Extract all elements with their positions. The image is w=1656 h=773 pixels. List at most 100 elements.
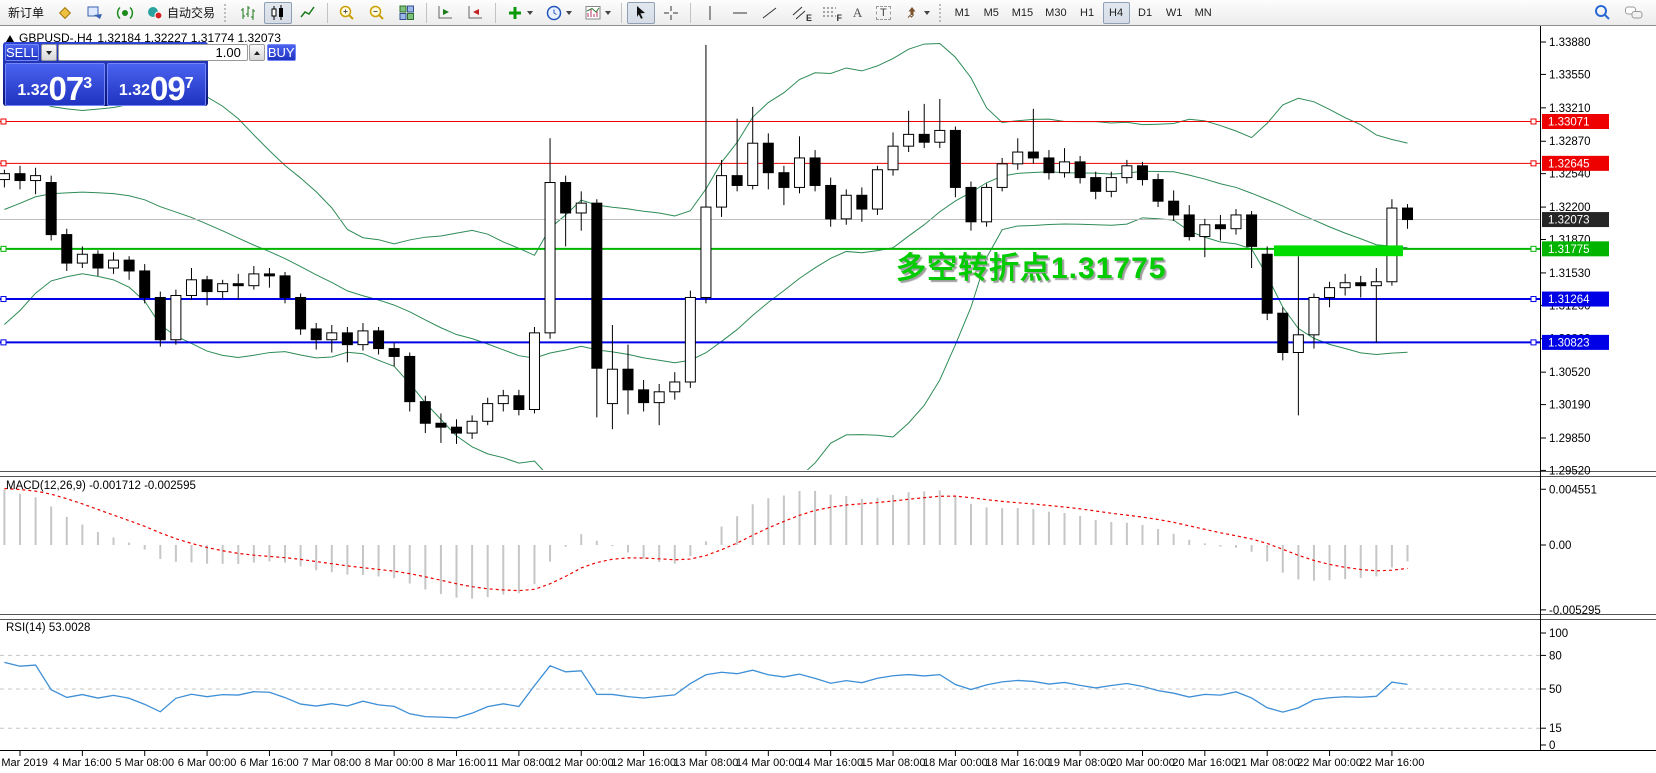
svg-text:13 Mar 08:00: 13 Mar 08:00 xyxy=(674,757,739,769)
collapse-arrow-icon[interactable] xyxy=(6,34,14,42)
price-tag: 1.33071 xyxy=(1542,113,1609,129)
tile-windows-button[interactable] xyxy=(393,2,421,24)
auto-scroll-button[interactable] xyxy=(432,2,460,24)
line-anchor[interactable] xyxy=(1530,118,1537,125)
chat-button[interactable] xyxy=(1619,2,1649,24)
svg-text:1.30823: 1.30823 xyxy=(1548,337,1590,349)
search-icon xyxy=(1593,3,1612,22)
bar-chart-button[interactable] xyxy=(234,2,262,24)
new-order-button[interactable]: 新订单 xyxy=(3,2,49,24)
zoom-in-button[interactable] xyxy=(333,2,361,24)
timeframe-button-h1[interactable]: H1 xyxy=(1080,6,1095,19)
line-anchor[interactable] xyxy=(1530,296,1537,303)
green-zone-rectangle[interactable] xyxy=(1274,245,1403,257)
sell-price-button[interactable]: 1.32 07 3 xyxy=(5,63,105,106)
svg-text:1.32870: 1.32870 xyxy=(1549,136,1591,148)
timeframe-button-m30[interactable]: M30 xyxy=(1045,6,1067,19)
svg-text:6 Mar 00:00: 6 Mar 00:00 xyxy=(178,757,237,769)
new-chart-button[interactable] xyxy=(51,2,79,24)
templates-button[interactable] xyxy=(579,2,616,24)
svg-text:1.33550: 1.33550 xyxy=(1549,69,1591,81)
price-tag: 1.30823 xyxy=(1542,334,1609,350)
search-button[interactable] xyxy=(1588,2,1617,24)
toolbar-separator xyxy=(426,2,428,23)
svg-text:50: 50 xyxy=(1549,684,1562,696)
sell-label: SELL xyxy=(6,45,38,60)
line-anchor[interactable] xyxy=(0,118,7,125)
volume-decrease-button[interactable] xyxy=(40,44,57,61)
indicators-button[interactable] xyxy=(501,2,538,24)
svg-text:4 Mar 16:00: 4 Mar 16:00 xyxy=(53,757,112,769)
text-label-button[interactable]: T xyxy=(871,2,896,24)
timeframe-button-h4[interactable]: H4 xyxy=(1102,1,1130,24)
auto-trading-button[interactable]: 自动交易 xyxy=(141,2,220,24)
toolbar-separator xyxy=(327,2,329,23)
chart-shift-button[interactable] xyxy=(462,2,490,24)
chart-symbol-period: GBPUSD-,H4 xyxy=(19,31,93,45)
svg-text:1.33071: 1.33071 xyxy=(1548,116,1590,128)
new-chart-icon xyxy=(56,4,74,22)
svg-text:6 Mar 16:00: 6 Mar 16:00 xyxy=(240,757,299,769)
candlestick-chart-button[interactable] xyxy=(264,1,293,24)
text-tool-letter: A xyxy=(852,4,863,20)
svg-text:4 Mar 2019: 4 Mar 2019 xyxy=(0,757,48,769)
channel-button[interactable]: E xyxy=(786,2,814,24)
sell-button[interactable]: SELL xyxy=(5,44,39,61)
cursor-button[interactable] xyxy=(627,1,656,24)
buy-label: BUY xyxy=(267,45,295,60)
crosshair-button[interactable] xyxy=(657,2,685,24)
svg-text:19 Mar 08:00: 19 Mar 08:00 xyxy=(1048,757,1113,769)
svg-text:12 Mar 00:00: 12 Mar 00:00 xyxy=(549,757,614,769)
line-anchor[interactable] xyxy=(1530,160,1537,167)
cursor-icon xyxy=(632,4,650,22)
profiles-button[interactable] xyxy=(81,2,109,24)
trendline-button[interactable] xyxy=(756,2,784,24)
timeframe-button-mn[interactable]: MN xyxy=(1194,6,1212,19)
buy-button[interactable]: BUY xyxy=(266,44,296,61)
line-anchor[interactable] xyxy=(1530,339,1537,346)
line-anchor[interactable] xyxy=(0,339,7,346)
timeframe-button-w1[interactable]: W1 xyxy=(1165,6,1183,19)
zoom-out-button[interactable] xyxy=(363,2,391,24)
svg-text:1.30520: 1.30520 xyxy=(1549,367,1591,379)
chevron-down-icon xyxy=(527,10,534,15)
fibonacci-button[interactable]: F xyxy=(816,2,844,24)
signal-icon xyxy=(116,4,134,22)
svg-text:22 Mar 16:00: 22 Mar 16:00 xyxy=(1360,757,1425,769)
chevron-down-icon xyxy=(566,10,573,15)
arrows-button[interactable] xyxy=(898,2,935,24)
buy-price-button[interactable]: 1.32 09 7 xyxy=(106,63,206,107)
timeframe-button-m15[interactable]: M15 xyxy=(1011,6,1034,19)
line-chart-button[interactable] xyxy=(294,2,322,24)
line-anchor[interactable] xyxy=(0,296,7,303)
timeframe-button-m1[interactable]: M1 xyxy=(954,6,970,19)
horizontal-line-icon xyxy=(731,4,749,22)
timeframe-button-m5[interactable]: M5 xyxy=(983,6,999,19)
trendline-icon xyxy=(761,4,779,22)
triangle-up-icon xyxy=(253,50,260,55)
vertical-line-button[interactable] xyxy=(696,2,724,24)
market-watch-button[interactable] xyxy=(111,2,139,24)
toolbar: 新订单 自动交易 xyxy=(0,0,1656,26)
line-anchor[interactable] xyxy=(0,245,7,252)
line-anchor[interactable] xyxy=(1530,245,1537,252)
one-click-trading-panel: SELL BUY 1.32 07 3 1.32 09 7 xyxy=(3,42,296,107)
timeframes-group: M1 M5 M15 M30 H1 H4 D1 W1 MN xyxy=(948,1,1218,24)
horizontal-line-button[interactable] xyxy=(726,2,754,24)
sell-price-big: 07 xyxy=(48,70,85,107)
volume-input[interactable] xyxy=(57,44,248,61)
periods-button[interactable] xyxy=(540,2,577,24)
timeframe-button-d1[interactable]: D1 xyxy=(1138,6,1153,19)
rsi-pane xyxy=(4,661,1408,719)
channel-letter: E xyxy=(806,12,813,23)
text-button[interactable]: A xyxy=(846,2,869,24)
sell-price-pip: 3 xyxy=(83,75,93,92)
volume-stepper xyxy=(40,44,265,61)
clock-icon xyxy=(545,4,563,22)
buy-price-big: 09 xyxy=(150,70,186,107)
volume-increase-button[interactable] xyxy=(248,44,265,61)
line-anchor[interactable] xyxy=(0,160,7,167)
buy-price-pip: 7 xyxy=(184,75,194,92)
svg-text:21 Mar 08:00: 21 Mar 08:00 xyxy=(1235,757,1300,769)
